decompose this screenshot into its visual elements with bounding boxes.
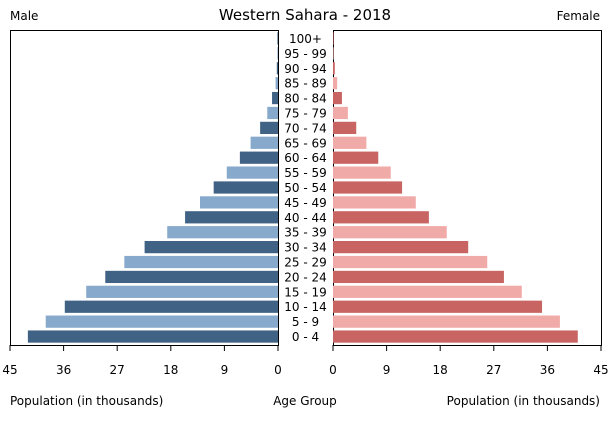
age-group-label: 20 - 24 (284, 270, 327, 284)
male-bar (185, 211, 278, 224)
male-bar (226, 166, 278, 179)
age-group-label: 5 - 9 (292, 315, 319, 329)
female-bar (333, 270, 504, 284)
male-bar (277, 32, 278, 45)
male-bar (239, 151, 278, 164)
age-group-label: 10 - 14 (284, 300, 327, 314)
age-group-label: 25 - 29 (284, 256, 327, 270)
male-bar (105, 270, 279, 284)
female-bar (333, 77, 338, 90)
female-bar (333, 32, 334, 45)
female-bar (333, 285, 522, 298)
age-group-label: 40 - 44 (284, 211, 327, 225)
male-plot-area (10, 30, 279, 346)
male-x-tick-label: 27 (110, 363, 125, 377)
female-x-tick-label: 18 (433, 363, 448, 377)
age-group-label: 95 - 99 (284, 47, 327, 61)
female-bar (333, 241, 469, 254)
male-label: Male (10, 9, 38, 23)
female-bar (333, 166, 391, 179)
age-group-label: 45 - 49 (284, 196, 327, 210)
male-x-tick-label: 18 (163, 363, 178, 377)
male-bar (277, 47, 278, 60)
male-x-tick-label: 45 (2, 363, 17, 377)
age-group-label: 50 - 54 (284, 181, 327, 195)
male-bar (144, 241, 278, 254)
female-bar (333, 151, 379, 164)
female-bar (333, 121, 357, 134)
female-bar (333, 106, 348, 120)
female-bar (333, 330, 578, 343)
female-bar (333, 196, 416, 209)
male-bar (167, 226, 278, 239)
male-bar (250, 136, 278, 149)
female-label: Female (557, 9, 600, 23)
male-bar (272, 91, 278, 105)
female-x-tick-label: 27 (486, 363, 501, 377)
male-bar (86, 285, 278, 298)
age-group-label: 90 - 94 (284, 62, 327, 76)
female-bar (333, 255, 488, 269)
male-bar (64, 300, 279, 313)
x-axis-ticks: 0 0 9 9 18 18 27 27 36 36 45 45 (2, 345, 609, 377)
age-group-label: 75 - 79 (284, 106, 327, 120)
male-bars (27, 32, 279, 343)
female-bar (333, 47, 334, 60)
female-x-tick-label: 36 (540, 363, 555, 377)
male-bar (45, 315, 278, 328)
age-group-label: 55 - 59 (284, 166, 327, 180)
female-bar (333, 211, 429, 224)
chart-title: Western Sahara - 2018 (219, 6, 391, 24)
male-bar (276, 62, 278, 75)
female-bar (333, 300, 543, 313)
age-group-label: 80 - 84 (284, 92, 327, 106)
male-bar (124, 255, 278, 269)
male-x-tick-label: 9 (221, 363, 229, 377)
male-bar (213, 181, 278, 194)
female-x-tick-label: 0 (329, 363, 337, 377)
x-axis-label-female: Population (in thousands) (447, 394, 600, 408)
female-bar (333, 91, 342, 105)
female-bar (333, 181, 403, 194)
male-bar (260, 121, 278, 134)
female-x-tick-label: 45 (593, 363, 608, 377)
male-bar (275, 77, 278, 90)
age-group-label: 70 - 74 (284, 121, 327, 135)
age-group-label: 30 - 34 (284, 241, 327, 255)
female-bar (333, 315, 560, 328)
age-group-label: 35 - 39 (284, 226, 327, 240)
female-bars (333, 32, 578, 343)
age-group-label: 0 - 4 (292, 330, 319, 344)
male-bar (199, 196, 278, 209)
male-bar (27, 330, 278, 343)
female-x-tick-label: 9 (383, 363, 391, 377)
x-axis-label-male: Population (in thousands) (10, 394, 163, 408)
male-bar (267, 106, 278, 120)
x-axis-label-age-group: Age Group (273, 394, 337, 408)
age-group-label: 60 - 64 (284, 151, 327, 165)
male-x-tick-label: 36 (56, 363, 71, 377)
age-group-label: 15 - 19 (284, 285, 327, 299)
age-group-label: 65 - 69 (284, 136, 327, 150)
male-x-tick-label: 0 (274, 363, 282, 377)
female-bar (333, 226, 447, 239)
age-group-label: 85 - 89 (284, 77, 327, 91)
female-bar (333, 136, 367, 149)
age-group-label: 100+ (289, 32, 322, 46)
female-bar (333, 62, 335, 75)
